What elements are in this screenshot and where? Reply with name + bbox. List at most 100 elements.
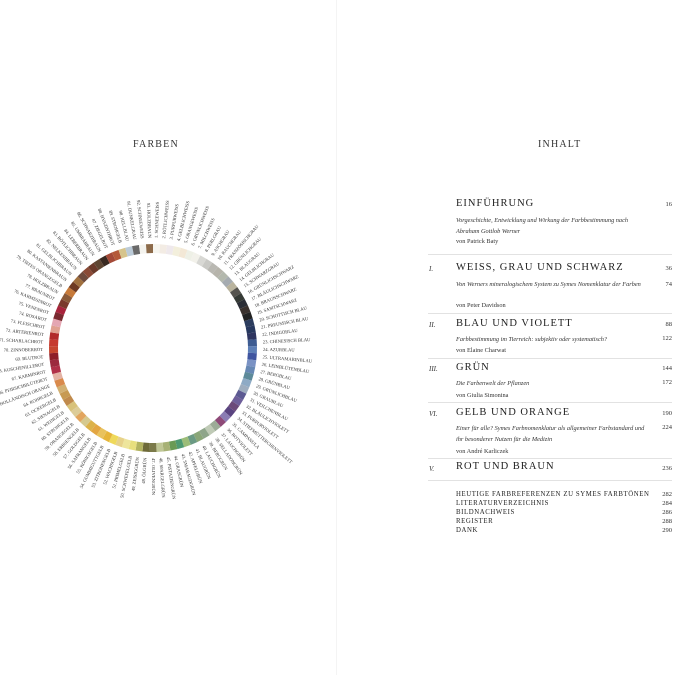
color-swatch [175,438,185,450]
toc-appendix-title: REGISTER [456,518,494,525]
color-swatch [239,305,251,316]
color-swatch [245,325,256,334]
toc-section-4-subpage: 224 [662,424,672,431]
color-swatch [55,305,67,316]
color-swatch [196,255,207,267]
toc-appendix-page: 290 [662,527,672,534]
color-swatch [224,406,236,418]
color-swatch [214,415,226,427]
color-swatch [96,427,107,439]
color-swatch [235,389,247,400]
color-swatch [184,249,195,261]
color-swatch [246,332,257,340]
color-swatch [190,252,201,264]
color-swatch [49,359,60,368]
toc-section-5-page: 236 [662,465,672,472]
color-swatch [246,359,257,368]
color-swatch [230,287,242,298]
color-swatch [207,262,219,274]
toc-intro-subtitle: Vorgeschichte, Entwicklung und Wirkung d… [456,217,629,235]
toc-appendix-page: 286 [662,509,672,516]
color-label: 46. SPARGELGRÜN [158,458,166,499]
color-swatch [247,339,257,347]
color-swatch [62,395,75,406]
color-swatch [240,377,252,388]
color-swatch [49,352,59,361]
color-label: 45. PISTAZIENGRÜN [166,457,177,501]
color-swatch [142,442,150,452]
color-swatch [231,395,244,406]
toc-separator [428,313,672,314]
color-label: 93. HOLZBRAUN [146,203,152,239]
color-label: 73. FLEISCHROT [10,318,45,329]
toc-section-2-subpage: 122 [662,335,672,342]
toc-section-3-page: 144 [662,365,672,372]
color-swatch [247,346,257,354]
color-label: 24. AZURBLAU [263,347,295,353]
toc-appendix-title: DANK [456,527,479,534]
color-label: 2. RÖTLICHWEISS [161,200,170,239]
book-gutter [336,0,337,675]
color-swatch [50,325,61,334]
color-swatch [165,244,174,255]
color-label: 74. ROSAROT [19,310,48,322]
color-swatch [93,258,105,271]
toc-appendix-page: 288 [662,518,672,525]
toc-separator [428,458,672,459]
toc-section-4-number: VI. [429,410,438,418]
color-swatch [212,266,224,279]
toc-appendix-page: 282 [662,491,672,498]
color-swatch [58,299,70,310]
color-swatch [181,436,191,448]
color-label: 49. ZEISIGGRÜN [131,456,141,491]
toc-separator [428,358,672,359]
color-swatch [80,415,92,427]
color-swatch [193,431,204,443]
color-swatch [244,318,255,328]
color-swatch [187,433,198,445]
color-swatch [156,442,164,452]
color-swatch [162,441,171,452]
color-swatch [153,244,161,254]
color-swatch [102,431,113,443]
toc-section-3-subpage: 172 [662,379,672,386]
left-page-heading: FARBEN [133,139,179,150]
color-label: 3. PURPURWEISS [169,203,180,240]
color-label: 47. OLIVENGRÜN [151,458,156,496]
color-swatch [233,292,245,304]
color-swatch [61,292,73,304]
toc-section-5-title: ROT UND BRAUN [456,461,555,472]
color-label: 70. ZINNOBERROT [4,347,44,353]
color-swatch [138,244,147,254]
color-swatch [51,318,62,328]
color-swatch [172,246,181,257]
color-swatch [178,247,188,259]
color-swatch [247,352,257,361]
color-swatch [149,442,157,452]
color-swatch [236,299,248,310]
color-swatch [132,244,141,255]
toc-intro-title: EINFÜHRUNG [456,198,535,209]
color-label: 27. BERGBLAU [260,369,293,381]
toc-section-1-page: 36 [665,265,673,272]
color-swatch [111,249,122,261]
color-label: 22. INDIGOBLAU [262,328,299,337]
toc-appendix-title: LITERATURVERZEICHNIS [456,500,550,507]
toc-section-2-title: BLAU UND VIOLETT [456,318,573,329]
color-swatch [54,377,66,388]
toc-intro-author: von Patrick Baty [456,238,499,245]
toc-section-2-number: II. [429,321,436,329]
color-swatch [72,276,85,288]
color-swatch [159,244,168,254]
toc-section-4-title: GELB UND ORANGE [456,407,571,418]
color-label: 48. ÖLGRÜN [141,457,148,484]
color-swatch [221,276,234,288]
toc-section-4-subtitle: Einer für alle? Symes Farbnomenklatur al… [456,425,645,443]
color-swatch [49,339,59,347]
right-page-heading: INHALT [538,139,582,150]
color-label: 91. DUNKELGRAU [126,201,138,241]
toc-section-3-subtitle: Die Farbenwelt der Pflanzen [456,380,530,387]
color-swatch [226,281,238,293]
toc-separator [428,254,672,255]
